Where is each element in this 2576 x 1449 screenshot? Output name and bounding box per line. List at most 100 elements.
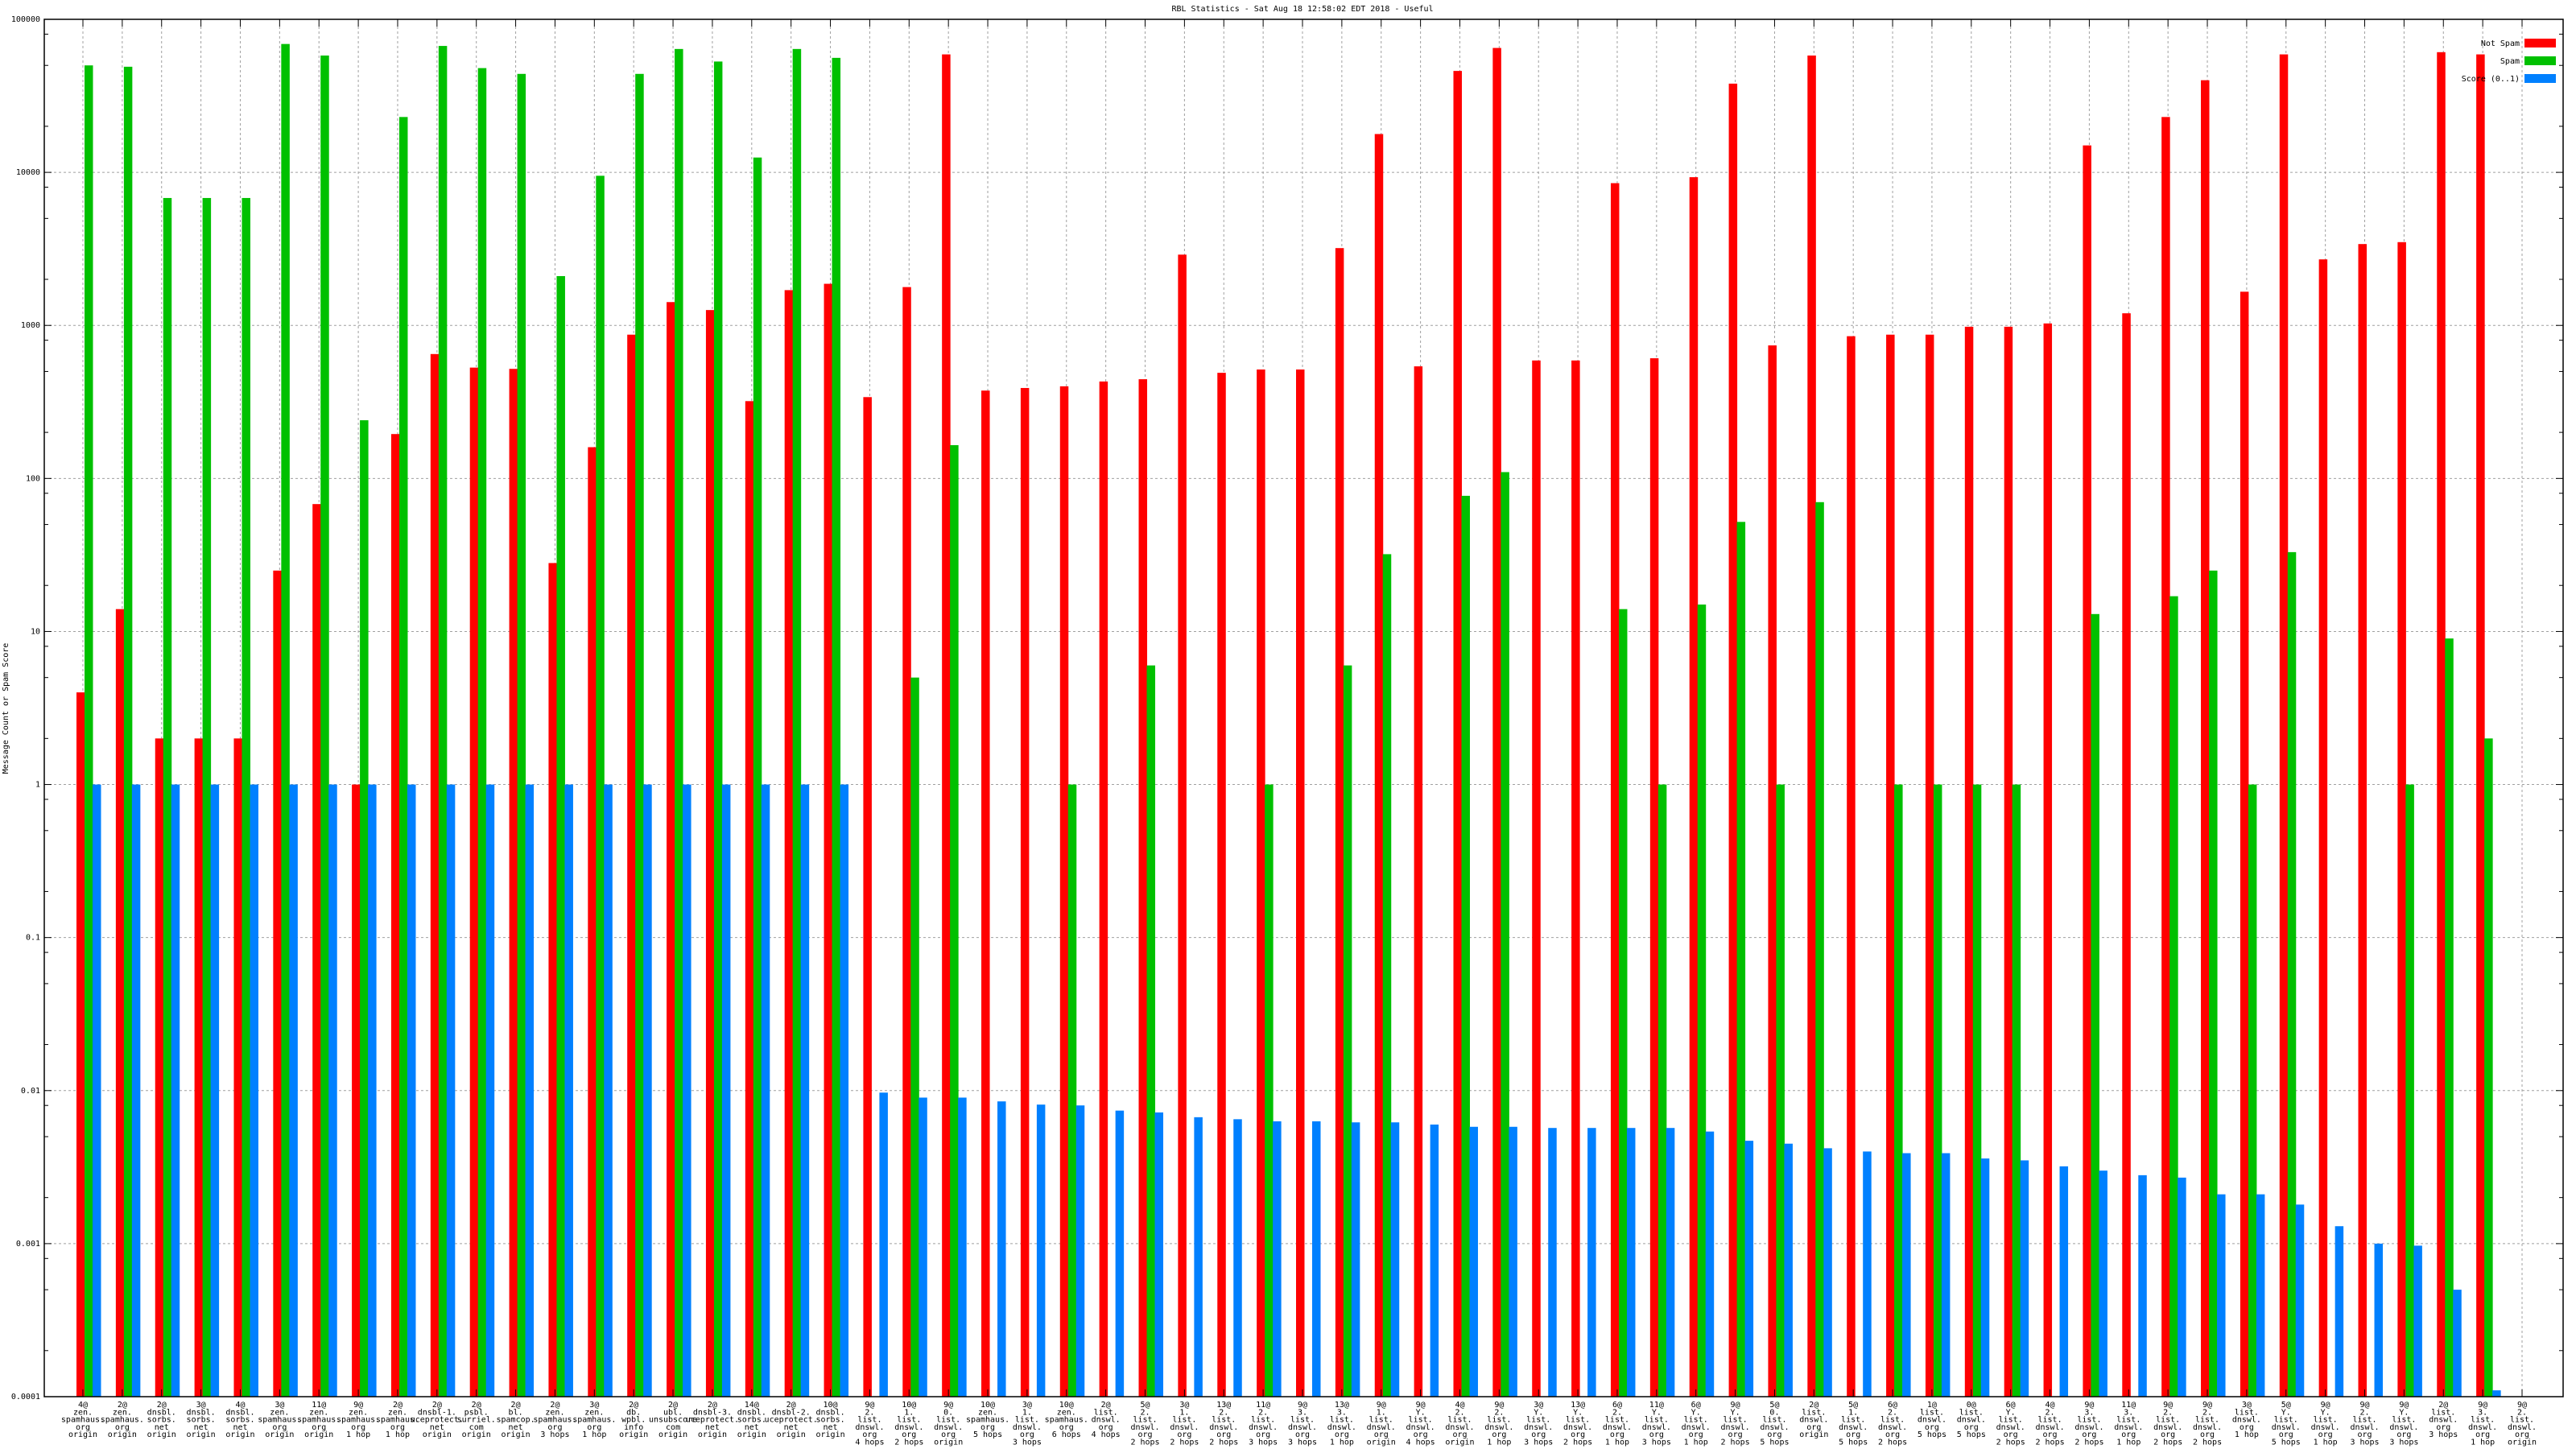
x-tick-label: dnsbl. (225, 1408, 254, 1417)
x-tick-label: list. (857, 1416, 881, 1425)
x-tick-label: origin (777, 1430, 806, 1439)
x-tick-label: org (1531, 1430, 1546, 1439)
bar-not-spam (76, 692, 85, 1397)
x-tick-label: org (1610, 1430, 1624, 1439)
x-tick-label: origin (1367, 1439, 1396, 1447)
x-tick-label: 10@ (1059, 1401, 1074, 1410)
x-tick-label: dnswl. (2153, 1423, 2182, 1432)
x-tick-label: 3@ (1179, 1401, 1189, 1410)
x-tick-label: dnswl. (1524, 1423, 1553, 1432)
bar-not-spam (194, 738, 204, 1397)
bar-score (368, 784, 377, 1397)
x-tick-label: 3. (2124, 1408, 2133, 1417)
bar-spam (1618, 609, 1628, 1397)
x-tick-label: origin (462, 1430, 491, 1439)
bar-score (1115, 1110, 1125, 1397)
bar-score (1784, 1143, 1793, 1397)
x-tick-label: dnswl. (1563, 1423, 1592, 1432)
bar-spam (1933, 784, 1942, 1397)
x-tick-label: net (745, 1423, 759, 1432)
x-tick-label: 9@ (2163, 1401, 2173, 1410)
x-tick-label: dnswl. (894, 1423, 923, 1432)
x-tick-label: 1 hop (1330, 1439, 1354, 1447)
x-tick-label: 5 hops (973, 1430, 1002, 1439)
x-tick-label: 2@ (786, 1401, 796, 1410)
bar-score (407, 784, 416, 1397)
x-tick-label: origin (187, 1430, 216, 1439)
bar-not-spam (469, 367, 479, 1397)
x-tick-label: 2@ (668, 1401, 678, 1410)
x-tick-label: net (509, 1423, 523, 1432)
y-tick-label: 0.001 (16, 1240, 40, 1249)
bar-score (2334, 1226, 2344, 1397)
bar-score (1744, 1141, 1754, 1397)
x-tick-label: dnswl. (1367, 1423, 1396, 1432)
x-tick-label: list. (1251, 1416, 1275, 1425)
x-tick-label: 3. (1298, 1408, 1307, 1417)
x-tick-label: 2 hops (1130, 1439, 1159, 1447)
bar-not-spam (667, 302, 675, 1397)
x-tick-label: dnswl. (1996, 1423, 2025, 1432)
x-tick-label: 6@ (1888, 1401, 1897, 1410)
x-tick-label: 1 hop (582, 1430, 606, 1439)
bar-not-spam (2318, 259, 2328, 1397)
x-tick-label: net (784, 1423, 799, 1432)
x-tick-label: org (547, 1423, 562, 1432)
x-tick-label: dnswl. (2074, 1423, 2103, 1432)
x-tick-label: 4 hops (1406, 1439, 1435, 1447)
y-tick-label: 1000 (21, 321, 40, 330)
bar-score (2138, 1174, 2147, 1397)
bar-not-spam (1610, 183, 1620, 1397)
x-tick-label: sorbs. (815, 1416, 844, 1425)
x-tick-label: org (351, 1423, 365, 1432)
bar-spam (2169, 596, 2178, 1397)
bar-spam (2445, 638, 2454, 1397)
x-tick-label: origin (619, 1430, 648, 1439)
bar-not-spam (2476, 54, 2485, 1397)
x-tick-label: org (1689, 1430, 1703, 1439)
x-tick-label: org (862, 1430, 877, 1439)
x-tick-label: 3. (2478, 1408, 2487, 1417)
x-tick-label: info (624, 1423, 643, 1432)
x-tick-label: uceprotect. (686, 1416, 739, 1425)
legend-swatch (2524, 56, 2556, 65)
bar-score (643, 784, 652, 1397)
x-tick-label: 1. (1848, 1408, 1858, 1417)
x-tick-label: org (1177, 1430, 1191, 1439)
x-tick-label: org (2515, 1430, 2529, 1439)
x-tick-label: 6@ (1612, 1401, 1622, 1410)
x-tick-label: org (1137, 1430, 1152, 1439)
bar-spam (1697, 604, 1707, 1397)
x-tick-label: Y. (2281, 1408, 2291, 1417)
x-tick-label: 9@ (2359, 1401, 2369, 1410)
bar-spam (792, 48, 802, 1397)
x-tick-label: org (2436, 1423, 2450, 1432)
bar-not-spam (1296, 369, 1305, 1397)
x-tick-label: 2. (865, 1408, 874, 1417)
bar-not-spam (273, 570, 282, 1397)
x-tick-label: spamhaus. (376, 1416, 419, 1425)
x-tick-label: surriel. (457, 1416, 496, 1425)
bar-spam (2405, 784, 2414, 1397)
x-tick-label: 3 hops (1642, 1439, 1671, 1447)
bar-score (2020, 1160, 2029, 1397)
x-tick-label: origin (1799, 1430, 1828, 1439)
bar-score (2492, 1390, 2501, 1397)
bar-score (1036, 1104, 1046, 1397)
x-tick-label: 1 hop (2116, 1439, 2140, 1447)
x-tick-label: spamhaus. (297, 1416, 341, 1425)
x-tick-label: 3@ (1022, 1401, 1032, 1410)
x-tick-label: org (1728, 1430, 1743, 1439)
x-tick-label: list. (1526, 1416, 1550, 1425)
x-tick-label: origin (658, 1430, 687, 1439)
x-tick-label: zen. (270, 1408, 289, 1417)
bar-score (1351, 1122, 1360, 1397)
bar-score (2178, 1177, 2186, 1397)
y-tick-label: 10 (31, 627, 40, 636)
x-tick-label: dnswl. (1092, 1416, 1121, 1425)
x-tick-label: dnswl. (1327, 1423, 1356, 1432)
bar-not-spam (705, 310, 715, 1397)
x-tick-label: origin (815, 1430, 844, 1439)
x-tick-label: 9@ (1377, 1401, 1386, 1410)
x-tick-label: zen. (349, 1408, 368, 1417)
